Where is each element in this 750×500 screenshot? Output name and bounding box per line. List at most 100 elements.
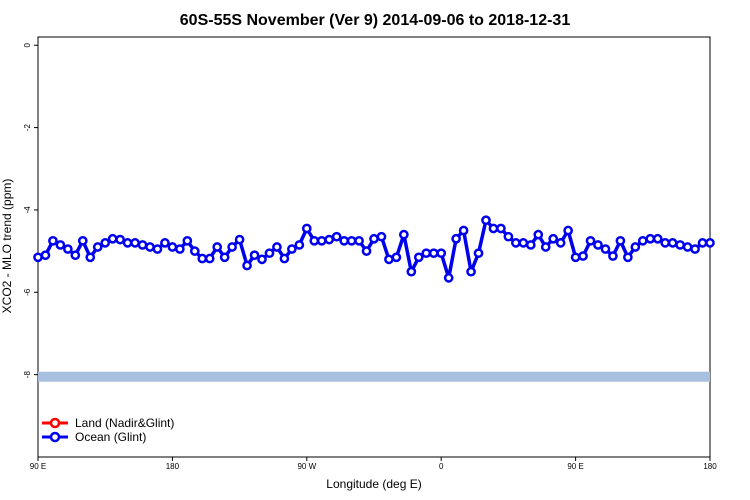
data-point: [40, 250, 51, 261]
y-axis: 0 -2 -4 -6 -8: [23, 42, 38, 378]
series-layer: [33, 215, 715, 283]
data-point: [697, 238, 708, 248]
data-point: [279, 253, 290, 264]
data-point: [55, 240, 66, 250]
x-tick-label: 90 E: [30, 462, 46, 471]
data-point: [436, 248, 447, 259]
data-point: [623, 252, 633, 263]
reference-band-rect: [38, 371, 710, 382]
y-tick-label: -8: [23, 371, 32, 379]
data-point: [690, 244, 700, 254]
data-point: [406, 266, 417, 277]
data-point: [107, 233, 118, 244]
data-point: [137, 240, 148, 250]
data-point: [316, 235, 327, 246]
data-point: [608, 251, 618, 261]
legend: Land (Nadir&Glint)Ocean (Glint): [42, 416, 174, 444]
data-point: [48, 235, 58, 246]
data-point: [466, 266, 476, 277]
data-point: [115, 234, 125, 245]
data-point: [451, 233, 461, 244]
data-point: [421, 248, 432, 259]
data-point: [145, 242, 155, 252]
data-point: [458, 225, 469, 236]
data-point: [175, 244, 185, 254]
data-point: [473, 248, 484, 259]
data-point: [667, 238, 678, 248]
data-point: [682, 242, 693, 252]
data-point: [652, 233, 663, 244]
data-point: [496, 223, 506, 234]
data-point: [503, 231, 514, 242]
data-point: [540, 242, 551, 252]
data-point: [294, 240, 305, 250]
y-axis-label: XCO2 - MLO trend (ppm): [0, 179, 14, 314]
data-point: [488, 223, 499, 234]
data-point: [264, 248, 275, 259]
y-tick-label: 0: [23, 42, 32, 47]
data-point: [189, 246, 200, 256]
data-point: [511, 238, 521, 248]
data-point: [257, 254, 267, 265]
data-point: [287, 244, 297, 254]
x-tick-label: 90 W: [297, 462, 316, 471]
data-point: [324, 234, 335, 245]
data-point: [481, 215, 491, 226]
data-point: [85, 252, 96, 263]
data-point: [578, 251, 588, 261]
y-tick-label: -6: [23, 288, 32, 296]
data-point: [122, 238, 133, 248]
data-point: [428, 248, 439, 259]
data-point: [92, 242, 103, 252]
data-point: [309, 235, 320, 246]
data-point: [346, 235, 357, 246]
reference-band: [38, 371, 710, 382]
data-point: [100, 238, 111, 248]
data-point: [361, 246, 372, 256]
data-point: [705, 238, 715, 248]
data-point: [272, 242, 282, 252]
legend-label: Ocean (Glint): [75, 430, 146, 444]
x-axis-label: Longitude (deg E): [326, 477, 421, 491]
x-tick-label: 180: [703, 462, 717, 471]
data-point: [234, 234, 245, 245]
data-point: [600, 244, 611, 254]
data-point: [376, 231, 387, 242]
legend-label: Land (Nadir&Glint): [75, 416, 174, 430]
data-point: [548, 233, 559, 244]
data-point: [331, 231, 342, 242]
data-point: [242, 260, 252, 271]
data-point: [160, 238, 170, 248]
data-point: [70, 250, 81, 261]
data-point: [77, 235, 88, 246]
data-point: [525, 240, 536, 250]
data-point: [637, 235, 648, 246]
data-point: [413, 252, 424, 263]
data-point: [182, 235, 193, 246]
data-point: [518, 238, 529, 248]
data-point: [204, 253, 215, 264]
data-point: [593, 240, 603, 250]
data-point: [63, 244, 73, 254]
data-point: [212, 242, 223, 252]
data-point: [645, 233, 656, 244]
data-point: [167, 242, 178, 252]
data-point: [219, 252, 230, 263]
data-point: [563, 225, 573, 236]
data-point: [675, 240, 685, 250]
data-point: [443, 273, 454, 283]
data-point: [354, 235, 364, 246]
data-point: [585, 235, 596, 246]
data-point: [33, 252, 43, 263]
x-tick-label: 90 E: [567, 462, 583, 471]
data-point: [301, 223, 312, 234]
data-point: [227, 242, 237, 252]
data-point: [570, 252, 581, 263]
data-point: [369, 233, 379, 244]
chart-title: 60S-55S November (Ver 9) 2014-09-06 to 2…: [180, 12, 571, 29]
x-tick-label: 0: [439, 462, 444, 471]
y-tick-label: -2: [23, 123, 32, 131]
data-point: [152, 244, 163, 254]
x-tick-label: 180: [166, 462, 180, 471]
